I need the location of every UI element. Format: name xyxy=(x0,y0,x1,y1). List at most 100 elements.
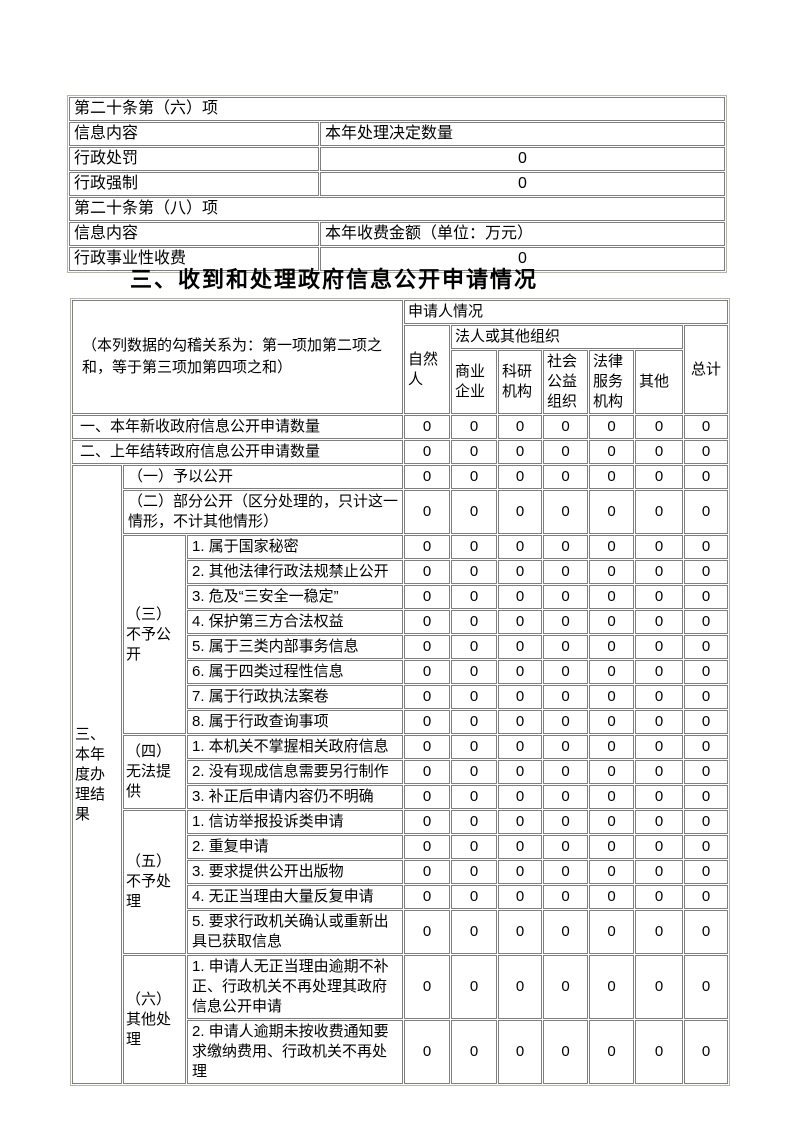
value-cell: 0 xyxy=(635,810,684,834)
article-20-table-wrap: 第二十条第（六）项 信息内容 本年处理决定数量 行政处罚 0 行政强制 0 第二十条第（八）项… xyxy=(67,95,728,273)
value-cell: 0 xyxy=(404,685,451,709)
value-cell: 0 xyxy=(543,635,589,659)
value-cell: 0 xyxy=(498,1020,543,1084)
row-value: 本年收费金额（单位：万元） xyxy=(320,222,726,246)
value-cell: 0 xyxy=(684,785,729,809)
table-row: 信息内容 本年处理决定数量 xyxy=(69,122,726,146)
value-cell: 0 xyxy=(498,685,543,709)
value-cell: 0 xyxy=(543,560,589,584)
table-row: 行政处罚 0 xyxy=(69,147,726,171)
value-cell: 0 xyxy=(684,885,729,909)
table-row: 行政事业性收费 0 xyxy=(69,247,726,271)
row-value: 本年处理决定数量 xyxy=(320,122,726,146)
table-row: 2. 申请人逾期未按收费通知要求缴纳费用、行政机关不再处理 0 0 0 0 0 0 0 xyxy=(72,1020,729,1084)
value-cell: 0 xyxy=(404,415,451,439)
value-cell: 0 xyxy=(589,440,635,464)
value-cell: 0 xyxy=(684,710,729,734)
value-cell: 0 xyxy=(404,885,451,909)
item-label: 2. 没有现成信息需要另行制作 xyxy=(187,760,404,784)
item-label: 3. 危及“三安全一稳定” xyxy=(187,585,404,609)
value-cell: 0 xyxy=(404,735,451,759)
value-cell: 0 xyxy=(589,1020,635,1084)
value-cell: 0 xyxy=(684,660,729,684)
sub-label-disclosed: （一）予以公开 xyxy=(123,465,404,489)
value-cell: 0 xyxy=(498,785,543,809)
value-cell: 0 xyxy=(684,585,729,609)
value-cell: 0 xyxy=(684,760,729,784)
value-cell: 0 xyxy=(635,585,684,609)
value-cell: 0 xyxy=(589,885,635,909)
item-label: 2. 其他法律行政法规禁止公开 xyxy=(187,560,404,584)
value-cell: 0 xyxy=(451,415,498,439)
value-cell: 0 xyxy=(635,610,684,634)
value-cell: 0 xyxy=(498,955,543,1019)
value-cell: 0 xyxy=(684,810,729,834)
value-cell: 0 xyxy=(635,660,684,684)
value-cell: 0 xyxy=(543,910,589,954)
value-cell: 0 xyxy=(451,785,498,809)
value-cell: 0 xyxy=(498,710,543,734)
value-cell: 0 xyxy=(451,835,498,859)
value-cell: 0 xyxy=(635,835,684,859)
value-cell: 0 xyxy=(543,585,589,609)
value-cell: 0 xyxy=(404,635,451,659)
table-row: 3. 要求提供公开出版物 0 0 0 0 0 0 0 xyxy=(72,860,729,884)
value-cell: 0 xyxy=(404,535,451,559)
value-cell: 0 xyxy=(635,735,684,759)
value-cell: 0 xyxy=(635,465,684,489)
row-label-new-applications: 一、本年新收政府信息公开申请数量 xyxy=(72,415,404,439)
value-cell: 0 xyxy=(498,660,543,684)
value-cell: 0 xyxy=(635,760,684,784)
value-cell: 0 xyxy=(543,415,589,439)
value-cell: 0 xyxy=(451,490,498,534)
value-cell: 0 xyxy=(451,685,498,709)
header-legal-service-org: 法律服务机构 xyxy=(589,350,635,414)
value-cell: 0 xyxy=(635,440,684,464)
value-cell: 0 xyxy=(543,785,589,809)
value-cell: 0 xyxy=(451,955,498,1019)
value-cell: 0 xyxy=(635,1020,684,1084)
group-label-other-handling: （六）其他处理 xyxy=(123,955,186,1084)
value-cell: 0 xyxy=(404,860,451,884)
item-label: 8. 属于行政查询事项 xyxy=(187,710,404,734)
value-cell: 0 xyxy=(684,415,729,439)
table-row: （三）不予公开 1. 属于国家秘密 0 0 0 0 0 0 0 xyxy=(72,535,729,734)
table-row: 5. 属于三类内部事务信息 0 0 0 0 0 0 0 xyxy=(72,635,729,659)
value-cell: 0 xyxy=(635,415,684,439)
value-cell: 0 xyxy=(684,910,729,954)
table-row: 5. 要求行政机关确认或重新出具已获取信息 0 0 0 0 0 0 0 xyxy=(72,910,729,954)
row-label: 行政事业性收费 xyxy=(69,247,319,271)
value-cell: 0 xyxy=(451,660,498,684)
item-label: 2. 申请人逾期未按收费通知要求缴纳费用、行政机关不再处理 xyxy=(187,1020,404,1084)
table-row: （五）不予处理 1. 信访举报投诉类申请 0 0 0 0 0 0 0 xyxy=(72,810,729,954)
item-label: 1. 本机关不掌握相关政府信息 xyxy=(187,735,404,759)
row-label: 行政处罚 xyxy=(69,147,319,171)
value-cell: 0 xyxy=(635,635,684,659)
item-label: 4. 无正当理由大量反复申请 xyxy=(187,885,404,909)
table-row: 行政强制 0 xyxy=(69,172,726,196)
value-cell: 0 xyxy=(589,635,635,659)
table-row: 3. 危及“三安全一稳定” 0 0 0 0 0 0 0 xyxy=(72,585,729,609)
table-row: 7. 属于行政执法案卷 0 0 0 0 0 0 0 xyxy=(72,685,729,709)
value-cell: 0 xyxy=(451,635,498,659)
table-row: 信息内容 本年收费金额（单位：万元） xyxy=(69,222,726,246)
reconciliation-note: （本列数据的勾稽关系为：第一项加第二项之和，等于第三项加第四项之和） xyxy=(72,300,404,414)
table-row: 第二十条第（六）项 xyxy=(69,97,726,121)
header-commercial-enterprise: 商业企业 xyxy=(451,350,498,414)
header-row-1: （本列数据的勾稽关系为：第一项加第二项之和，等于第三项加第四项之和） 申请人情况 xyxy=(72,300,729,414)
item-label: 4. 保护第三方合法权益 xyxy=(187,610,404,634)
value-cell: 0 xyxy=(404,955,451,1019)
value-cell: 0 xyxy=(589,860,635,884)
article-20-table: 第二十条第（六）项 信息内容 本年处理决定数量 行政处罚 0 行政强制 0 第二十条第（八）项… xyxy=(67,95,728,273)
table-row: （六）其他处理 1. 申请人无正当理由逾期不补正、行政机关不再处理其政府信息公开申… xyxy=(72,955,729,1084)
value-cell: 0 xyxy=(404,785,451,809)
value-cell: 0 xyxy=(404,465,451,489)
item-label: 5. 要求行政机关确认或重新出具已获取信息 xyxy=(187,910,404,954)
value-cell: 0 xyxy=(684,735,729,759)
value-cell: 0 xyxy=(589,685,635,709)
value-cell: 0 xyxy=(543,835,589,859)
table-row: （四）无法提供 1. 本机关不掌握相关政府信息 0 0 0 0 0 0 0 xyxy=(72,735,729,809)
value-cell: 0 xyxy=(498,810,543,834)
value-cell: 0 xyxy=(589,735,635,759)
